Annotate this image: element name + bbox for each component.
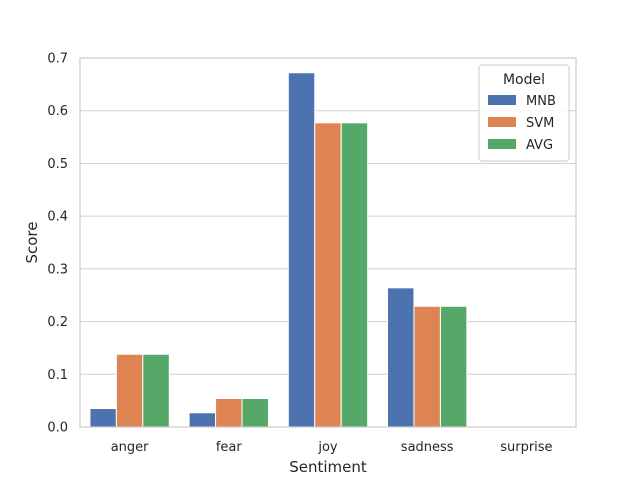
legend-title: Model	[503, 72, 545, 88]
bar-avg-anger	[142, 353, 170, 428]
x-tick-label: joy	[317, 440, 338, 455]
y-tick-label: 0.6	[47, 104, 68, 119]
legend-swatch-avg	[488, 139, 516, 149]
y-tick-label: 0.5	[47, 157, 68, 172]
bar-avg-joy	[340, 122, 369, 428]
x-tick-label: anger	[111, 440, 149, 455]
legend-swatch-svm	[488, 117, 516, 127]
x-axis-label: Sentiment	[289, 458, 367, 476]
legend-swatch-mnb	[488, 95, 516, 105]
legend: Model MNB SVM AVG	[478, 64, 570, 162]
x-tick-label: surprise	[500, 440, 552, 455]
bar-svm-anger	[115, 353, 144, 428]
plot-frame	[79, 57, 577, 428]
legend-box	[478, 64, 570, 162]
y-axis-label: Score	[23, 221, 41, 263]
bar-mnb-joy	[287, 72, 316, 428]
x-axis-ticks: anger fear joy sadness surprise	[111, 440, 553, 455]
bar-mnb-sadness	[387, 287, 415, 428]
bar-svm-sadness	[413, 305, 441, 428]
legend-label-mnb: MNB	[526, 94, 556, 109]
y-tick-label: 0.2	[47, 315, 68, 330]
bar-svm-fear	[215, 398, 243, 428]
y-tick-label: 0.4	[47, 210, 68, 225]
legend-label-avg: AVG	[526, 138, 553, 153]
bars	[89, 72, 468, 428]
y-tick-label: 0.7	[47, 52, 68, 67]
y-tick-label: 0.0	[47, 421, 68, 436]
x-tick-label: sadness	[401, 440, 454, 455]
y-tick-label: 0.1	[47, 368, 68, 383]
x-tick-label: fear	[216, 440, 243, 455]
y-axis-ticks: 0.0 0.1 0.2 0.3 0.4 0.5 0.6 0.7	[47, 52, 68, 436]
bar-avg-fear	[241, 398, 269, 428]
bar-mnb-fear	[188, 412, 217, 428]
bar-avg-sadness	[439, 305, 468, 428]
bar-mnb-anger	[89, 408, 117, 428]
legend-label-svm: SVM	[526, 116, 554, 131]
y-tick-label: 0.3	[47, 262, 68, 277]
bar-svm-joy	[314, 122, 342, 428]
